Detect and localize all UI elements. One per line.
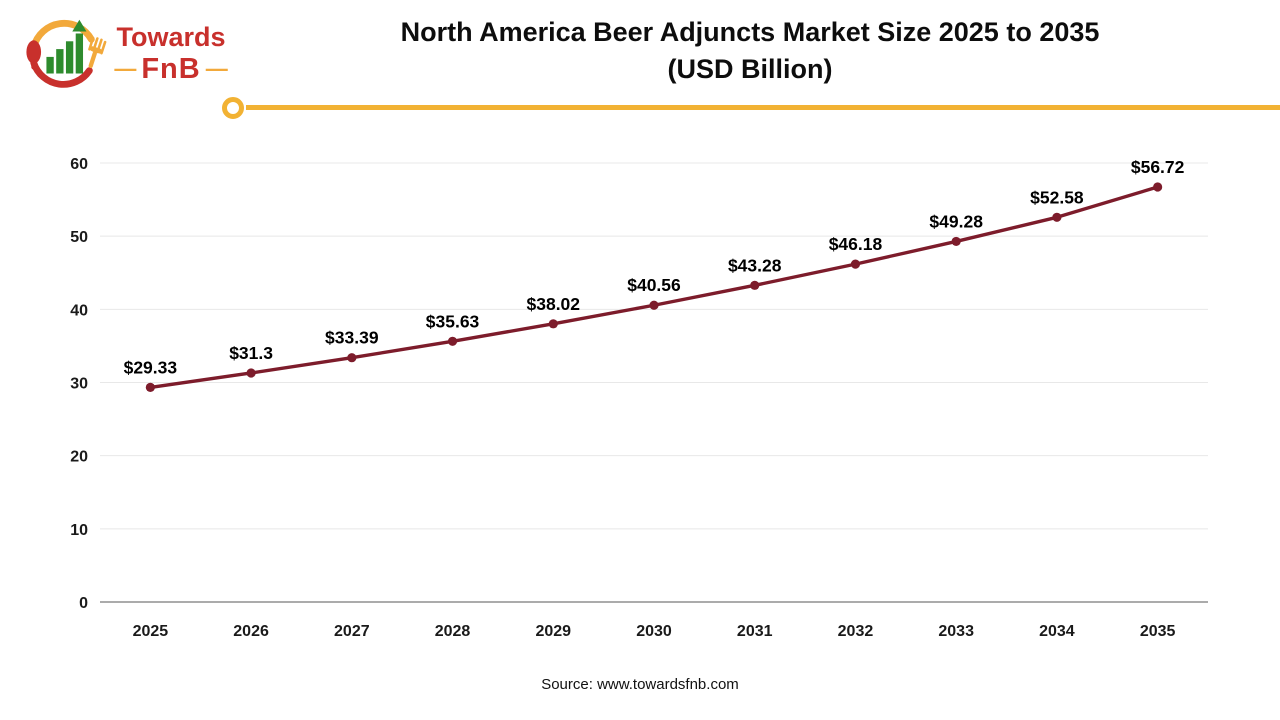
x-tick-label: 2027 xyxy=(334,623,370,640)
chart-title-line2: (USD Billion) xyxy=(667,54,833,84)
data-point-marker xyxy=(1153,182,1163,192)
brand-text: Towards — FnB — xyxy=(114,22,227,84)
data-point-marker xyxy=(649,300,659,310)
data-point-marker xyxy=(1052,212,1062,222)
data-label: $52.58 xyxy=(1030,187,1084,207)
data-label: $33.39 xyxy=(325,328,379,348)
y-tick-label: 10 xyxy=(70,522,88,539)
x-tick-label: 2032 xyxy=(838,623,874,640)
towardsfnb-logo-icon xyxy=(26,19,107,88)
data-point-marker xyxy=(548,319,558,329)
divider-ring-icon xyxy=(222,97,244,119)
brand-name-towards: Towards xyxy=(116,22,226,52)
logo-dash-left-icon: — xyxy=(114,56,137,81)
data-point-marker xyxy=(347,353,357,363)
brand-logo: Towards — FnB — xyxy=(20,12,228,94)
chart-title-line1: North America Beer Adjuncts Market Size … xyxy=(400,17,1100,47)
x-tick-label: 2035 xyxy=(1140,623,1176,640)
brand-name-fnb: FnB xyxy=(141,53,201,85)
brand-name-fnb-row: — FnB — xyxy=(114,54,227,84)
y-tick-label: 60 xyxy=(70,156,88,173)
data-point-marker xyxy=(850,259,861,269)
data-label: $29.33 xyxy=(124,357,178,377)
fork-icon xyxy=(88,36,107,69)
x-tick-label: 2030 xyxy=(636,623,672,640)
data-label: $31.3 xyxy=(229,343,273,363)
y-tick-label: 50 xyxy=(70,229,88,246)
x-tick-label: 2034 xyxy=(1039,623,1075,640)
data-label: $43.28 xyxy=(728,255,782,275)
data-point-marker xyxy=(750,280,760,290)
x-tick-label: 2029 xyxy=(535,623,571,640)
x-tick-label: 2026 xyxy=(233,623,269,640)
growth-bars-icon xyxy=(46,19,87,74)
logo-gold-arc xyxy=(30,20,95,51)
x-tick-label: 2028 xyxy=(435,623,471,640)
y-tick-label: 40 xyxy=(70,302,88,319)
data-label: $49.28 xyxy=(929,211,983,231)
y-tick-label: 20 xyxy=(70,449,88,466)
data-point-marker xyxy=(246,368,256,378)
logo-dash-right-icon: — xyxy=(205,56,228,81)
data-label: $46.18 xyxy=(829,234,883,254)
data-label: $56.72 xyxy=(1131,157,1185,177)
data-label: $40.56 xyxy=(627,275,681,295)
spoon-icon xyxy=(26,40,42,70)
data-point-marker xyxy=(951,236,961,247)
data-point-marker xyxy=(447,336,458,346)
data-label: $38.02 xyxy=(527,294,581,314)
data-label: $35.63 xyxy=(426,311,480,331)
logo-red-arc xyxy=(30,59,93,88)
source-text: Source: www.towardsfnb.com xyxy=(541,676,739,693)
title-divider xyxy=(222,97,1280,119)
y-tick-label: 30 xyxy=(70,376,88,393)
data-point-marker xyxy=(145,382,155,393)
chart-title: North America Beer Adjuncts Market Size … xyxy=(220,14,1280,88)
divider-line xyxy=(246,105,1280,110)
up-arrow-icon xyxy=(72,19,87,32)
x-tick-label: 2033 xyxy=(938,623,974,640)
x-tick-label: 2025 xyxy=(133,623,169,640)
y-tick-label: 0 xyxy=(79,595,88,612)
x-tick-label: 2031 xyxy=(737,623,773,640)
